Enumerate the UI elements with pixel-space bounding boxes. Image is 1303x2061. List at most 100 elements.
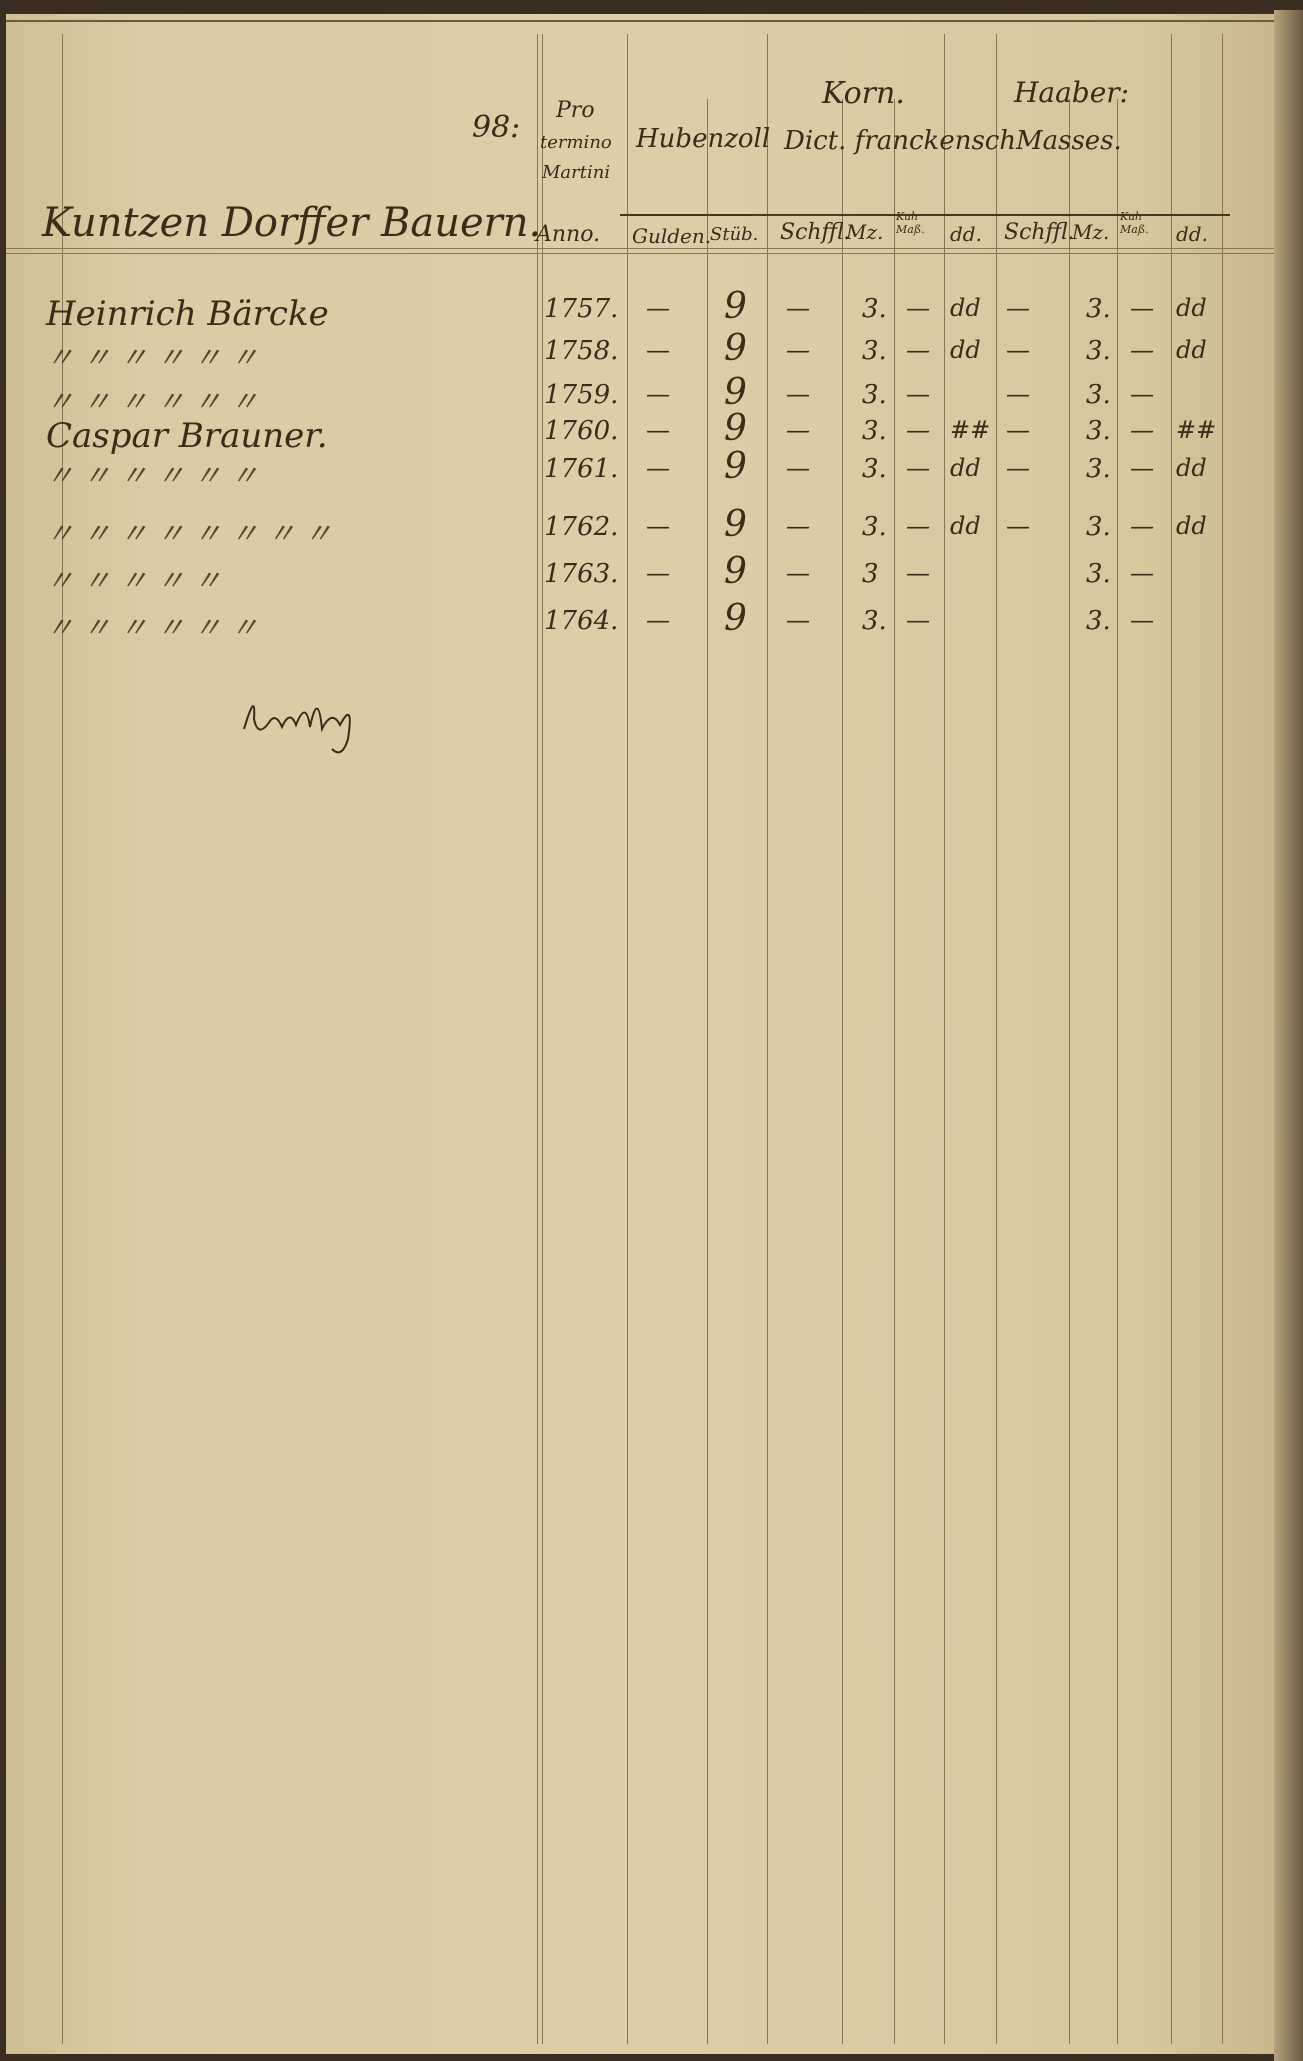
row-korn-dd: dd <box>950 336 981 364</box>
row-haber-dd: dd <box>1176 512 1207 540</box>
row-korn-schffl: — <box>786 606 810 634</box>
row-haber-mass: — <box>1130 416 1154 444</box>
row-stueber: 9 <box>724 372 747 413</box>
row-year: 1763. <box>544 559 619 589</box>
col-korn-mz: Mz. <box>846 220 884 244</box>
row-korn-schffl: — <box>786 512 810 540</box>
row-haber-mz: 3. <box>1086 336 1111 366</box>
row-gulden: — <box>646 512 670 540</box>
row-korn-schffl: — <box>786 416 810 444</box>
row-haber-mz: 3. <box>1086 380 1111 410</box>
col-korn-dd: dd. <box>950 222 982 246</box>
row-haber-mz: 3. <box>1086 454 1111 484</box>
row-korn-schffl: — <box>786 336 810 364</box>
row-korn-mz: 3. <box>862 606 887 636</box>
row-haber-dd: dd <box>1176 336 1207 364</box>
row-korn-mass: — <box>906 380 930 408</box>
row-haber-schffl: — <box>1006 336 1030 364</box>
row-gulden: — <box>646 380 670 408</box>
row-haber-schffl: — <box>1006 512 1030 540</box>
group-haber-title: Haaber: <box>1014 76 1130 109</box>
column-rule <box>767 34 768 2044</box>
row-haber-mass: — <box>1130 336 1154 364</box>
row-year: 1762. <box>544 512 619 542</box>
row-korn-mz: 3. <box>862 416 887 446</box>
col-haber-mass: Kuh Maß. <box>1120 210 1149 236</box>
col-haber-schffl: Schffl. <box>1004 220 1075 245</box>
row-stueber: 9 <box>724 446 747 487</box>
row-korn-mass: — <box>906 336 930 364</box>
row-gulden: — <box>646 606 670 634</box>
row-haber-dd: dd <box>1176 454 1207 482</box>
row-korn-mz: 3. <box>862 454 887 484</box>
row-gulden: — <box>646 454 670 482</box>
row-stueber: 9 <box>724 328 747 369</box>
row-korn-schffl: — <box>786 559 810 587</box>
col-haber-mz: Mz. <box>1072 220 1110 244</box>
page-title: Kuntzen Dorffer Bauern. <box>42 200 542 246</box>
pro-label: Pro <box>556 98 595 123</box>
col-korn-mass: Kuh Maß. <box>896 210 925 236</box>
row-korn-mz: 3. <box>862 380 887 410</box>
top-edge <box>6 20 1274 22</box>
row-korn-mz: 3 <box>862 559 879 589</box>
row-stueber: 9 <box>724 598 747 639</box>
row-korn-schffl: — <box>786 454 810 482</box>
row-stueber: 9 <box>724 286 747 327</box>
book-edge <box>1274 10 1303 2061</box>
header-rule <box>6 253 1274 254</box>
column-rule <box>1069 99 1070 2044</box>
group-korn: Dict. franckensch <box>784 126 1017 156</box>
row-haber-mz: 3. <box>1086 416 1111 446</box>
col-korn-schffl: Schffl. <box>780 220 851 245</box>
column-rule <box>996 34 997 2044</box>
row-haber-mz: 3. <box>1086 559 1111 589</box>
row-gulden: — <box>646 559 670 587</box>
margin-rule <box>62 34 63 2044</box>
row-haber-mass: — <box>1130 606 1154 634</box>
row-haber-mz: 3. <box>1086 606 1111 636</box>
group-hubenzoll: Hubenzoll <box>636 124 771 154</box>
group-haber: Masses. <box>1016 126 1122 156</box>
termino-label: termino <box>540 132 612 153</box>
row-haber-mass: — <box>1130 512 1154 540</box>
row-haber-mass: — <box>1130 454 1154 482</box>
row-name: Caspar Brauner. <box>46 416 328 456</box>
row-korn-schffl: — <box>786 380 810 408</box>
row-korn-mz: 3. <box>862 512 887 542</box>
row-name: 〃 〃 〃 〃 〃 <box>46 564 222 597</box>
row-korn-mz: 3. <box>862 294 887 324</box>
col-haber-dd: dd. <box>1176 222 1208 246</box>
row-haber-dd: ## <box>1176 416 1217 444</box>
martini-label: Martini <box>542 162 611 183</box>
row-name: 〃 〃 〃 〃 〃 〃 〃 〃 <box>46 517 333 550</box>
row-stueber: 9 <box>724 551 747 592</box>
column-rule <box>894 99 895 2044</box>
row-korn-mz: 3. <box>862 336 887 366</box>
row-stueber: 9 <box>724 504 747 545</box>
column-rule <box>944 34 945 2044</box>
row-korn-mass: — <box>906 294 930 322</box>
row-haber-schffl: — <box>1006 380 1030 408</box>
row-name: 〃 〃 〃 〃 〃 〃 <box>46 341 259 374</box>
page-number: 98: <box>472 110 521 145</box>
row-haber-mass: — <box>1130 380 1154 408</box>
row-haber-dd: dd <box>1176 294 1207 322</box>
anno-label: Anno. <box>536 222 601 247</box>
row-korn-dd: ## <box>950 416 991 444</box>
row-year: 1761. <box>544 454 619 484</box>
row-name: Heinrich Bärcke <box>46 294 329 334</box>
row-gulden: — <box>646 294 670 322</box>
row-gulden: — <box>646 416 670 444</box>
row-year: 1759. <box>544 380 619 410</box>
header-rule <box>6 248 1274 249</box>
row-haber-mz: 3. <box>1086 294 1111 324</box>
row-year: 1760. <box>544 416 619 446</box>
row-haber-mass: — <box>1130 294 1154 322</box>
row-name: 〃 〃 〃 〃 〃 〃 <box>46 611 259 644</box>
row-korn-mass: — <box>906 416 930 444</box>
row-year: 1758. <box>544 336 619 366</box>
column-rule <box>1222 34 1223 2044</box>
group-korn-title: Korn. <box>822 76 905 111</box>
row-stueber: 9 <box>724 408 747 449</box>
